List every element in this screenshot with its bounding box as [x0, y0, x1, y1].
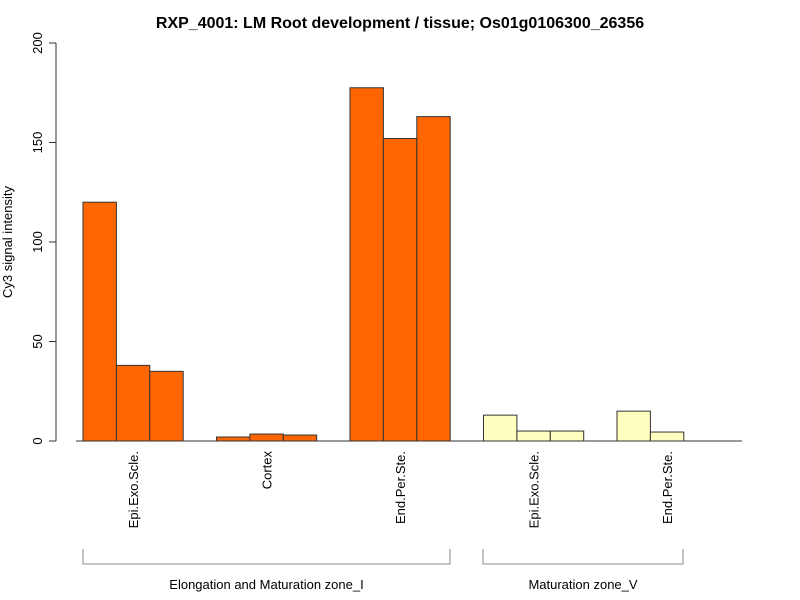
bar	[616, 410, 651, 442]
y-tick-label: 100	[30, 231, 45, 253]
group-label: Elongation and Maturation zone_I	[169, 577, 363, 592]
y-axis: 0 50 100 150 200	[30, 32, 57, 445]
bar	[349, 87, 384, 442]
bar	[115, 364, 151, 442]
group-label: Maturation zone_V	[528, 577, 637, 592]
x-tick-label: End.Per.Ste.	[660, 451, 675, 524]
bar	[483, 414, 518, 442]
x-tick-label: Cortex	[260, 451, 275, 490]
bar	[516, 430, 551, 442]
bars	[82, 87, 685, 442]
x-tick-labels: Epi.Exo.Scle. Cortex End.Per.Ste. Epi.Exo.S…	[126, 451, 675, 529]
group-bracket	[482, 549, 684, 565]
y-tick-label: 150	[30, 132, 45, 154]
bar	[82, 201, 117, 442]
x-tick-label: Epi.Exo.Scle.	[126, 451, 141, 528]
group-brackets: Elongation and Maturation zone_I Maturati…	[82, 549, 684, 592]
bar	[249, 433, 284, 442]
y-axis-label: Cy3 signal intensity	[0, 186, 15, 298]
y-tick-label: 50	[30, 334, 45, 348]
chart-title: RXP_4001: LM Root development / tissue; …	[156, 15, 644, 32]
bar	[416, 116, 451, 442]
x-tick-label: Epi.Exo.Scle.	[527, 451, 542, 528]
bar	[282, 434, 318, 442]
y-tick-label: 0	[30, 437, 45, 444]
bar	[149, 370, 184, 442]
bar	[382, 138, 418, 442]
bar	[216, 436, 251, 442]
bar	[649, 431, 685, 442]
x-tick-label: End.Per.Ste.	[393, 451, 408, 524]
bar	[549, 430, 585, 442]
group-bracket	[82, 549, 451, 565]
y-tick-label: 200	[30, 32, 45, 54]
